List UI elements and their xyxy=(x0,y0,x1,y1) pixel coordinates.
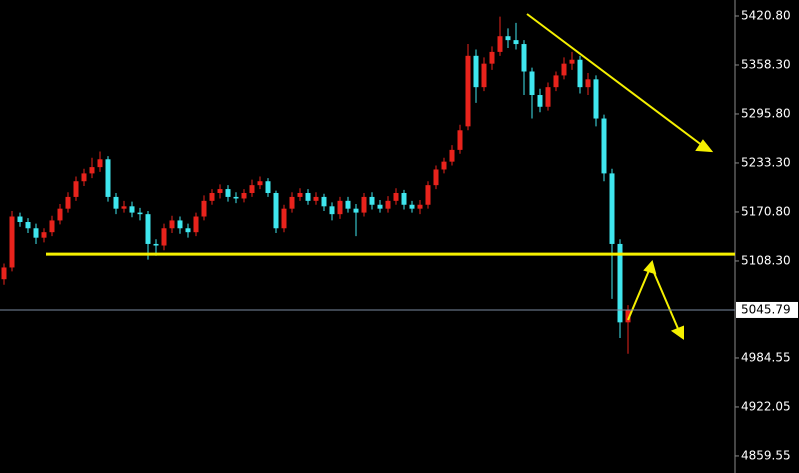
candle-body xyxy=(521,44,527,72)
candle-body xyxy=(513,40,519,45)
candle-body xyxy=(177,220,183,229)
candle-body xyxy=(537,95,543,107)
candle-body xyxy=(369,196,375,205)
trend-line xyxy=(526,13,704,147)
candle-body xyxy=(161,228,167,246)
y-tick-label: 5233.30 xyxy=(741,155,791,169)
candle-body xyxy=(17,216,23,222)
annotations xyxy=(526,13,714,340)
candle-body xyxy=(233,196,239,199)
candle-body xyxy=(249,185,255,193)
candle-body xyxy=(241,192,247,199)
candle-body xyxy=(81,173,87,182)
last-price-label: 5045.79 xyxy=(741,302,791,316)
candle-body xyxy=(585,79,591,88)
candle-body xyxy=(41,232,47,238)
candle-body xyxy=(417,204,423,209)
candle-body xyxy=(553,75,559,88)
candle-body xyxy=(313,196,319,201)
candle-body xyxy=(425,185,431,205)
candle-body xyxy=(89,167,95,174)
candle-body xyxy=(105,159,111,197)
candle-body xyxy=(321,196,327,207)
candle-body xyxy=(305,192,311,201)
candle-body xyxy=(289,196,295,209)
candle-body xyxy=(441,161,447,170)
candle-body xyxy=(33,228,39,238)
candle-body xyxy=(497,36,503,52)
candle-body xyxy=(489,51,495,64)
candle-body xyxy=(225,189,231,197)
arrow-down xyxy=(651,267,680,332)
candle-body xyxy=(345,200,351,209)
candle-body xyxy=(481,63,487,88)
candle-body xyxy=(129,206,135,213)
y-tick-label: 5358.30 xyxy=(741,57,791,71)
candle-body xyxy=(473,55,479,88)
candle-body xyxy=(169,220,175,229)
candle-body xyxy=(281,208,287,229)
candle-body xyxy=(329,206,335,215)
candle-body xyxy=(185,228,191,233)
candle-body xyxy=(1,267,7,280)
y-tick-label: 5295.80 xyxy=(741,106,791,120)
candle-body xyxy=(217,189,223,193)
candle-body xyxy=(545,87,551,107)
y-tick-label: 5170.80 xyxy=(741,204,791,218)
candle-body xyxy=(577,59,583,88)
candle-body xyxy=(361,196,367,213)
candle-body xyxy=(193,216,199,233)
candle-body xyxy=(73,181,79,197)
candle-body xyxy=(617,243,623,323)
arrow-head xyxy=(695,139,714,153)
candle-body xyxy=(593,79,599,119)
candle-body xyxy=(273,192,279,229)
arrow-up xyxy=(627,267,651,321)
candle-body xyxy=(153,243,159,246)
candle-body xyxy=(609,173,615,244)
y-tick-label: 5108.30 xyxy=(741,253,791,267)
candle-body xyxy=(113,196,119,209)
candle-body xyxy=(625,309,631,323)
candle-body xyxy=(561,63,567,76)
candle-body xyxy=(65,196,71,209)
y-tick-label: 4859.55 xyxy=(741,448,791,462)
candle-body xyxy=(337,200,343,215)
candle-body xyxy=(601,118,607,174)
candle-body xyxy=(97,159,103,168)
candle-body xyxy=(145,214,151,244)
candle-body xyxy=(433,169,439,186)
candle-body xyxy=(569,59,575,64)
candle-body xyxy=(265,181,271,193)
candle-body xyxy=(209,192,215,201)
candle-body xyxy=(9,216,15,268)
candle-body xyxy=(393,192,399,201)
candle-body xyxy=(49,220,55,233)
candle-body xyxy=(353,208,359,213)
candle-body xyxy=(377,204,383,209)
candle-body xyxy=(297,192,303,197)
candle-body xyxy=(457,130,463,150)
arrow-head xyxy=(670,325,684,340)
candle-body xyxy=(385,200,391,209)
candle-body xyxy=(401,192,407,205)
y-tick-label: 4922.05 xyxy=(741,399,791,413)
candle-body xyxy=(57,208,63,221)
last-price-box xyxy=(736,301,798,318)
candle-body xyxy=(25,221,31,229)
candle-body xyxy=(137,212,143,215)
candle-body xyxy=(465,55,471,127)
candle-body xyxy=(529,71,535,96)
candle-body xyxy=(257,181,263,186)
candle-body xyxy=(449,149,455,162)
y-tick-label: 5420.80 xyxy=(741,8,791,22)
candle-body xyxy=(409,204,415,209)
candles xyxy=(1,16,631,354)
y-tick-label: 4984.55 xyxy=(741,350,791,364)
candle-body xyxy=(121,206,127,209)
candle-body xyxy=(201,200,207,217)
candle-body xyxy=(505,36,511,41)
